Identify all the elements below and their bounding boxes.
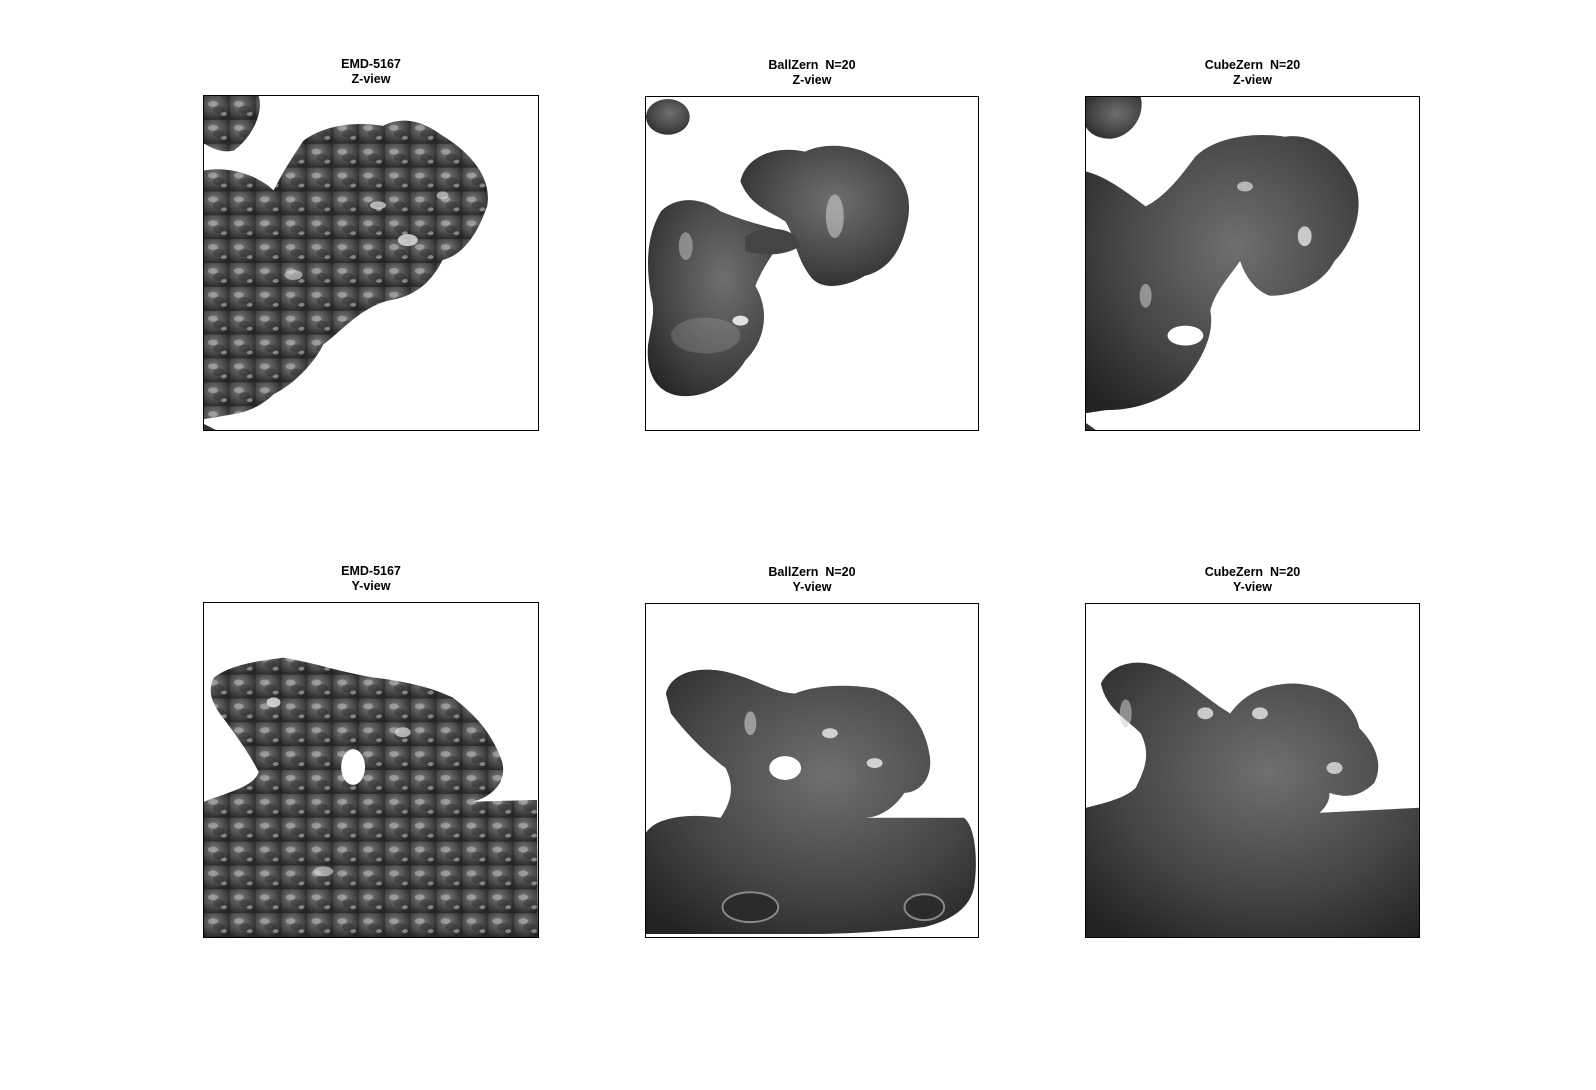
panel-ballzern-y-view: BallZern N=20 Y-view bbox=[645, 565, 979, 939]
panel-title: CubeZern N=20 Z-view bbox=[1085, 58, 1420, 88]
panel-title-main: CubeZern N=20 bbox=[1085, 565, 1420, 580]
panel-title-main: CubeZern N=20 bbox=[1085, 58, 1420, 73]
panel-title-view: Z-view bbox=[203, 72, 539, 87]
render-frame bbox=[203, 602, 539, 938]
render-frame bbox=[1085, 96, 1420, 431]
panel-title-main: BallZern N=20 bbox=[645, 58, 979, 73]
panel-title-view: Z-view bbox=[645, 73, 979, 88]
panel-emd-5167-z-view: EMD-5167 Z-view bbox=[203, 57, 539, 432]
density-map-render bbox=[646, 604, 978, 937]
panel-emd-5167-y-view: EMD-5167 Y-view bbox=[203, 564, 539, 939]
panel-title: EMD-5167 Y-view bbox=[203, 564, 539, 594]
panel-title-view: Y-view bbox=[203, 579, 539, 594]
density-map-render bbox=[204, 96, 538, 430]
density-map-render bbox=[646, 97, 978, 430]
panel-title: EMD-5167 Z-view bbox=[203, 57, 539, 87]
panel-title-view: Y-view bbox=[645, 580, 979, 595]
panel-title: CubeZern N=20 Y-view bbox=[1085, 565, 1420, 595]
panel-ballzern-z-view: BallZern N=20 Z-view bbox=[645, 58, 979, 432]
render-frame bbox=[1085, 603, 1420, 938]
density-map-render bbox=[204, 603, 538, 937]
panel-title: BallZern N=20 Z-view bbox=[645, 58, 979, 88]
panel-title-main: BallZern N=20 bbox=[645, 565, 979, 580]
panel-title: BallZern N=20 Y-view bbox=[645, 565, 979, 595]
density-map-render bbox=[1086, 604, 1419, 937]
panel-title-main: EMD-5167 bbox=[203, 564, 539, 579]
render-frame bbox=[645, 603, 979, 938]
panel-title-view: Z-view bbox=[1085, 73, 1420, 88]
render-frame bbox=[645, 96, 979, 431]
panel-title-view: Y-view bbox=[1085, 580, 1420, 595]
panel-cubezern-y-view: CubeZern N=20 Y-view bbox=[1085, 565, 1420, 939]
render-frame bbox=[203, 95, 539, 431]
density-map-render bbox=[1086, 97, 1419, 430]
panel-title-main: EMD-5167 bbox=[203, 57, 539, 72]
panel-cubezern-z-view: CubeZern N=20 Z-view bbox=[1085, 58, 1420, 432]
